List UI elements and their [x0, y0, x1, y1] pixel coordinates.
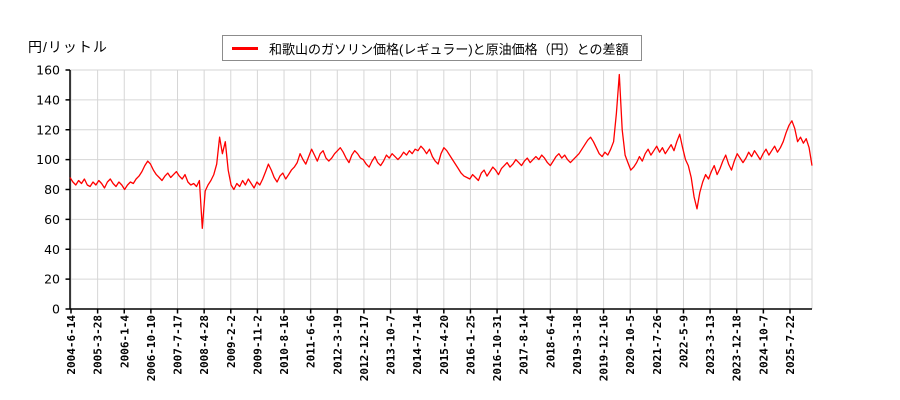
x-tick-label: 2008-4-28 [198, 315, 211, 375]
x-tick-label: 2017-8-14 [518, 315, 531, 375]
x-tick-label: 2012-12-17 [358, 315, 371, 381]
x-tick-label: 2013-10-7 [385, 315, 398, 375]
legend-series-label: 和歌山のガソリン価格(レギュラー)と原油価格（円）との差額 [269, 41, 629, 57]
x-tick-label: 2021-7-26 [651, 315, 664, 375]
y-tick-label: 80 [44, 182, 60, 197]
x-tick-label: 2011-6-6 [305, 315, 318, 368]
x-tick-label: 2016-1-25 [464, 315, 477, 375]
x-tick-label: 2018-6-4 [544, 315, 557, 368]
x-tick-label: 2012-3-19 [331, 315, 344, 375]
x-tick-label: 2007-7-17 [172, 315, 185, 375]
x-tick-label: 2023-3-13 [704, 315, 717, 375]
x-tick-label: 2019-3-18 [571, 315, 584, 375]
x-tick-label: 2009-2-2 [225, 315, 238, 368]
x-tick-label: 2020-10-5 [624, 315, 637, 375]
y-tick-label: 60 [44, 212, 60, 227]
x-tick-label: 2004-6-14 [65, 315, 78, 375]
x-tick-label: 2019-12-16 [598, 315, 611, 382]
legend: 和歌山のガソリン価格(レギュラー)と原油価格（円）との差額 [222, 35, 642, 61]
x-tick-label: 2016-10-31 [491, 315, 504, 382]
x-tick-label: 2006-1-4 [118, 315, 131, 368]
y-tick-label: 40 [44, 242, 60, 257]
x-tick-label: 2025-7-22 [784, 315, 797, 375]
y-tick-label: 160 [36, 63, 60, 78]
x-tick-label: 2024-10-7 [757, 315, 770, 375]
x-tick-label: 2009-11-2 [251, 315, 264, 375]
x-tick-label: 2005-3-28 [92, 315, 105, 375]
x-tick-label: 2014-7-14 [411, 315, 424, 375]
x-tick-label: 2006-10-10 [145, 315, 158, 381]
y-tick-label: 0 [52, 302, 60, 317]
y-axis-unit-label: 円/リットル [28, 39, 108, 55]
x-tick-label: 2015-4-20 [438, 315, 451, 375]
y-tick-label: 120 [36, 122, 60, 137]
y-tick-label: 20 [44, 272, 60, 287]
x-tick-label: 2010-8-16 [278, 315, 291, 375]
series-line [69, 73, 813, 229]
x-tick-label: 2022-5-9 [677, 315, 690, 368]
legend-line-swatch [232, 46, 258, 50]
y-tick-label: 140 [36, 92, 60, 107]
x-tick-label: 2023-12-18 [731, 315, 744, 381]
y-tick-label: 100 [36, 152, 60, 167]
